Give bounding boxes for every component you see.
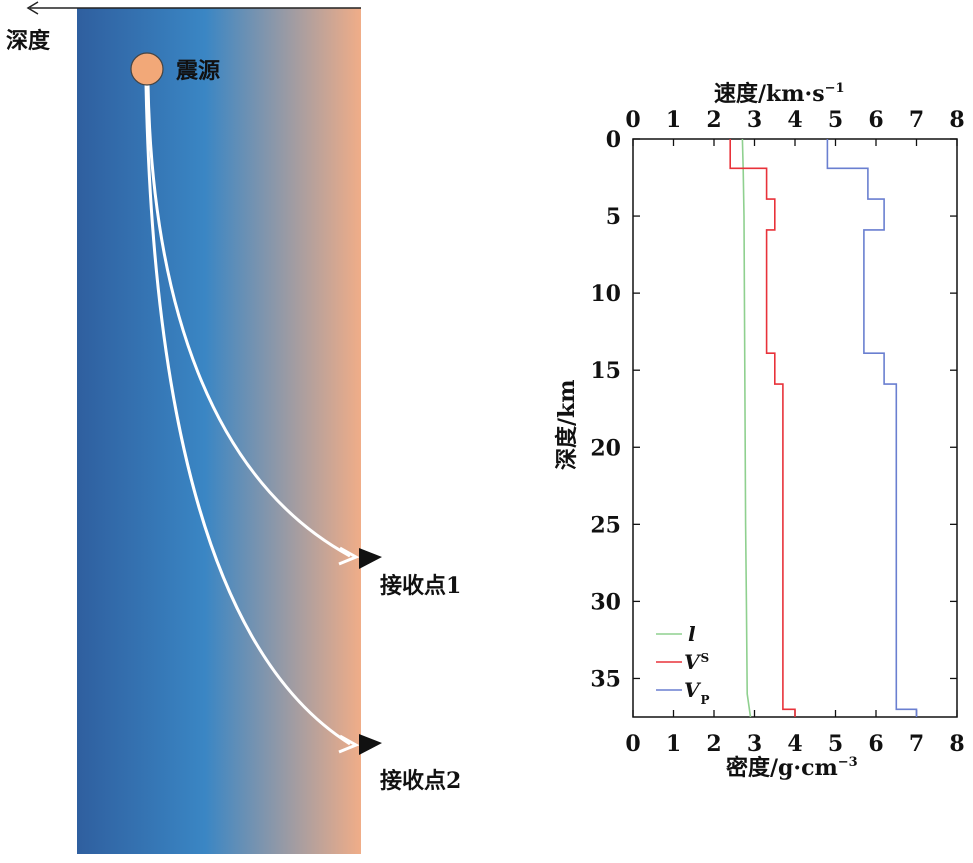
y-tick-label: 25 <box>590 512 621 538</box>
y-tick-label: 20 <box>590 435 621 461</box>
x-tick-label-bottom: 6 <box>868 731 883 757</box>
legend: l VS VP <box>656 622 710 707</box>
series-line-vs <box>729 139 796 717</box>
series-line-vp <box>826 139 918 717</box>
y-tick-label: 0 <box>606 127 621 153</box>
x-tick-label-top: 8 <box>949 107 964 133</box>
depth-arrow-label: 深度 <box>6 28 51 54</box>
y-ticks: 0 5 10 15 20 25 30 35 <box>590 127 957 692</box>
chart-top-title: 速度/km·s−1 <box>714 81 845 107</box>
receiver-1-label: 接收点1 <box>380 573 461 599</box>
x-tick-label-top: 4 <box>787 107 802 133</box>
chart-bottom-xlabel: 密度/g·cm−3 <box>726 755 858 781</box>
x-tick-label-top: 5 <box>828 107 843 133</box>
ray-path-1 <box>146 83 351 558</box>
legend-label-l: l <box>688 622 696 646</box>
x-tick-label-top: 2 <box>706 107 721 133</box>
receiver-2-label: 接收点2 <box>380 768 461 794</box>
x-tick-label-bottom: 2 <box>706 731 721 757</box>
x-tick-label-top: 7 <box>909 107 924 133</box>
earth-model-block <box>77 8 361 854</box>
depth-arrow-icon <box>26 1 39 15</box>
y-tick-label: 10 <box>590 281 621 307</box>
x-tick-label-top: 6 <box>868 107 883 133</box>
source-circle <box>130 52 164 86</box>
x-tick-label-bottom: 7 <box>909 731 924 757</box>
plot-frame <box>632 138 958 718</box>
ray-arrowhead-1 <box>338 546 360 566</box>
series-layer <box>729 138 918 718</box>
y-tick-label: 5 <box>606 204 621 230</box>
x-tick-label-bottom: 1 <box>666 731 681 757</box>
source-label: 震源 <box>176 58 220 84</box>
x-tick-label-top: 1 <box>666 107 681 133</box>
x-tick-label-top: 0 <box>625 107 640 133</box>
x-tick-label-bottom: 8 <box>949 731 964 757</box>
x-tick-label-bottom: 0 <box>625 731 640 757</box>
receiver-1-triangle <box>359 548 382 569</box>
x-tick-label-bottom: 3 <box>747 731 762 757</box>
y-tick-label: 30 <box>590 589 621 615</box>
ray-path-2 <box>144 83 351 746</box>
series-line-l <box>741 138 752 718</box>
x-tick-label-bottom: 4 <box>787 731 802 757</box>
legend-label-vp: VP <box>684 678 710 707</box>
x-tick-label-top: 3 <box>747 107 762 133</box>
receiver-2-triangle <box>359 734 382 755</box>
ray-diagram: 深度 震源 接收点1 接收点2 <box>6 1 461 854</box>
x-tick-label-bottom: 5 <box>828 731 843 757</box>
y-tick-label: 35 <box>590 666 621 692</box>
ray-arrowhead-2 <box>338 734 360 754</box>
y-tick-label: 15 <box>590 358 621 384</box>
legend-label-vs: VS <box>684 650 709 674</box>
chart-ylabel: 深度/km <box>554 379 580 470</box>
